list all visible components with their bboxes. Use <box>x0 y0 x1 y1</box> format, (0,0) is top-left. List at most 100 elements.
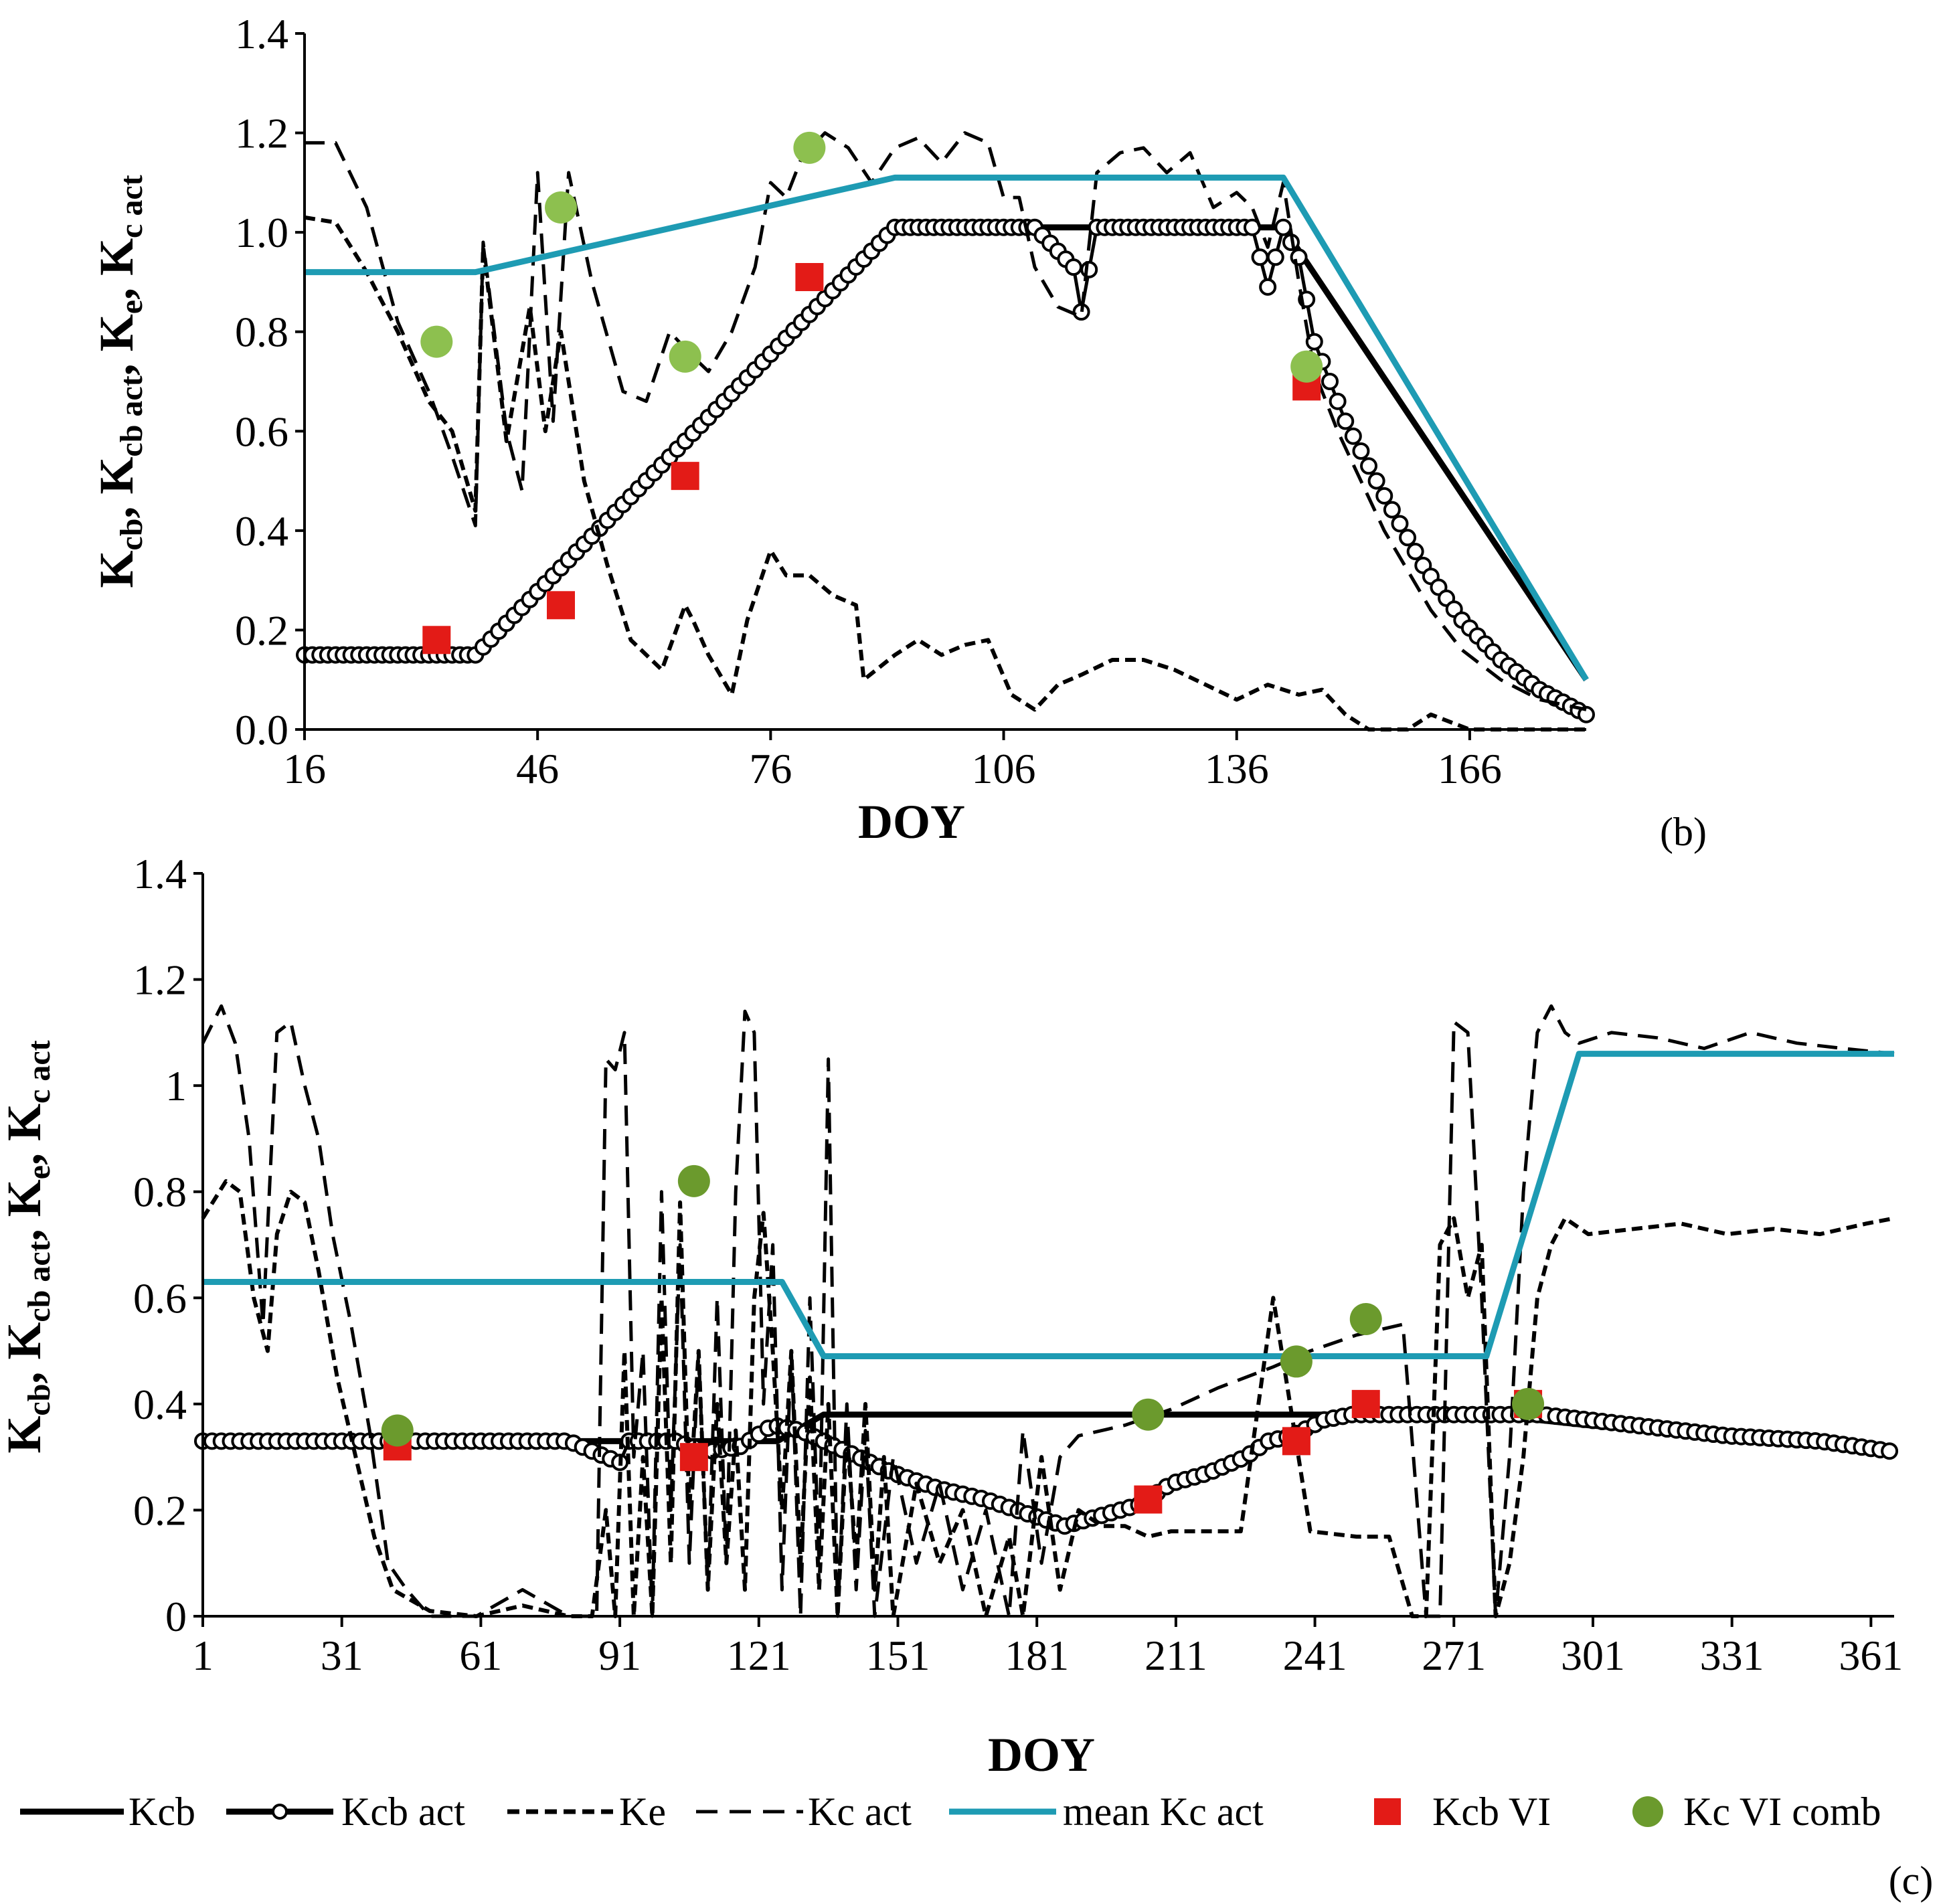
legend-mean-label: mean Kc act <box>1063 1790 1264 1834</box>
panel-b-tick-labels: 0.0 0.2 0.4 0.6 0.8 1.0 1.2 1.4 16 46 76 106 136 166 <box>235 10 1502 792</box>
kcb-vi-point <box>795 263 824 291</box>
kcb-vi-point <box>1282 1427 1310 1456</box>
kcb-act-marker <box>1578 705 1595 723</box>
x-tick-label: 181 <box>1005 1632 1069 1679</box>
y-title-k2: K <box>90 457 143 495</box>
y-tick-label: 0.2 <box>133 1486 187 1534</box>
kcb-vi-point <box>1134 1485 1163 1514</box>
y-tick-label: 0.6 <box>133 1274 187 1322</box>
legend-kc-act-label: Kc act <box>808 1790 912 1834</box>
y-tick-label: 1.4 <box>133 850 187 897</box>
kc-vi-comb-point <box>1512 1387 1545 1420</box>
panel-b-label: (b) <box>1660 810 1707 854</box>
panel-b-x-axis-title: DOY <box>858 795 965 849</box>
x-tick-label: 121 <box>727 1632 791 1679</box>
legend-kcb-vi-label: Kcb VI <box>1432 1790 1551 1834</box>
kcb-act-marker <box>1881 1442 1899 1460</box>
panel-b-y-axis-title: Kcb, Kcb act, Ke, Kc act <box>90 175 149 588</box>
kcb-act-marker <box>1290 248 1308 266</box>
legend-item-kcb: Kcb <box>20 1790 195 1834</box>
x-tick-label: 166 <box>1438 745 1502 792</box>
x-tick-label: 151 <box>865 1632 930 1679</box>
kcb-act-marker <box>1274 218 1292 236</box>
legend-kcb-label: Kcb <box>129 1790 195 1834</box>
y-tick-label: 1.4 <box>235 10 288 58</box>
legend-kc-vi-label: Kc VI comb <box>1683 1790 1881 1834</box>
x-tick-label: 106 <box>972 745 1036 792</box>
kcb-vi-point <box>671 462 699 491</box>
kc-vi-comb-point <box>545 191 577 224</box>
y-tick-label: 0.2 <box>235 606 288 654</box>
legend-item-mean: mean Kc act <box>949 1790 1264 1834</box>
y-tick-label: 1.2 <box>133 956 187 1004</box>
legend-item-ke: Ke <box>507 1790 666 1834</box>
kcb-act-marker <box>1360 457 1378 475</box>
kcb-act-marker <box>1367 472 1385 490</box>
legend-kcb-vi-marker <box>1374 1798 1401 1825</box>
panel-c-y-axis-title: Kcb, Kcb act, Ke, Kc act <box>0 1040 57 1453</box>
kc-vi-comb-point <box>1349 1303 1382 1335</box>
x-tick-label: 211 <box>1145 1632 1207 1679</box>
mean-kc-act-line <box>305 174 1589 682</box>
y-title-k2: K <box>0 1322 51 1360</box>
kcb-act-marker <box>1391 515 1409 533</box>
x-tick-label: 76 <box>749 745 792 792</box>
ke-line <box>201 1179 1895 1618</box>
y-title-k3: K <box>90 314 143 351</box>
panel-b: 0.00.20.40.60.81.01.21.416 46 76 106 136 166 … <box>90 10 1707 854</box>
y-title-sub4: c act <box>21 1040 57 1104</box>
y-tick-label: 0.8 <box>133 1169 187 1216</box>
x-tick-label: 136 <box>1205 745 1269 792</box>
y-title-sub3: e <box>21 1165 57 1179</box>
kcb-act-marker <box>1399 529 1417 547</box>
panel-c-plot-area <box>194 1004 1899 1618</box>
y-tick-label: 0.4 <box>235 507 288 555</box>
kc-vi-comb-point <box>1132 1398 1165 1431</box>
x-tick-label: 331 <box>1700 1632 1764 1679</box>
legend-item-kc-vi: Kc VI comb <box>1632 1790 1881 1834</box>
y-title-sub4: c act <box>114 175 149 238</box>
kcb-vi-point <box>679 1443 708 1472</box>
kc-vi-comb-point <box>793 131 826 164</box>
kcb-act-marker <box>1329 392 1347 410</box>
y-title-sub3: e <box>114 300 149 314</box>
kcb-act-marker <box>1251 248 1269 266</box>
legend-item-kc-act: Kc act <box>696 1790 912 1834</box>
x-tick-label: 61 <box>459 1632 502 1679</box>
panel-c-x-axis-title: DOY <box>988 1728 1095 1782</box>
kcb-line <box>305 224 1589 682</box>
kcb-act-marker <box>1352 442 1370 460</box>
kc-act-line <box>305 131 1587 711</box>
x-tick-label: 1 <box>192 1632 214 1679</box>
panel-c-label: (c) <box>1889 1858 1934 1903</box>
kc-vi-comb-point <box>677 1164 710 1197</box>
y-title-k1: K <box>0 1416 51 1454</box>
legend-ke-label: Ke <box>619 1790 666 1834</box>
panel-b-plot-area <box>296 131 1595 731</box>
x-tick-label: 301 <box>1561 1632 1625 1679</box>
legend: Kcb Kcb act Ke Kc act mean Kc act Kcb VI… <box>20 1790 1881 1834</box>
legend-kc-vi-marker <box>1632 1796 1663 1827</box>
y-tick-label: 1.2 <box>235 110 288 157</box>
y-title-k4: K <box>90 238 143 276</box>
ke-line <box>304 215 1586 731</box>
x-tick-label: 241 <box>1283 1632 1347 1679</box>
y-title-sub2: cb act <box>114 375 149 456</box>
kc-vi-comb-point <box>1280 1345 1313 1378</box>
y-title-k4: K <box>0 1104 51 1141</box>
y-title-k1: K <box>90 551 143 588</box>
kcb-act-marker <box>1321 373 1339 390</box>
kc-vi-comb-point <box>669 340 701 373</box>
x-tick-label: 31 <box>321 1632 363 1679</box>
legend-kcb-act-label: Kcb act <box>341 1790 465 1834</box>
panel-c-axes <box>193 872 1894 1627</box>
kc-vi-comb-point <box>1290 350 1323 383</box>
y-title-sub1: cb <box>21 1384 57 1416</box>
x-tick-label: 271 <box>1422 1632 1486 1679</box>
y-title-sub2: cb act <box>21 1241 57 1322</box>
panel-b-axes <box>295 32 1586 740</box>
kc-act-line <box>201 1004 1895 1618</box>
y-tick-label: 1.0 <box>235 209 288 256</box>
kcb-act-marker <box>1344 427 1362 445</box>
